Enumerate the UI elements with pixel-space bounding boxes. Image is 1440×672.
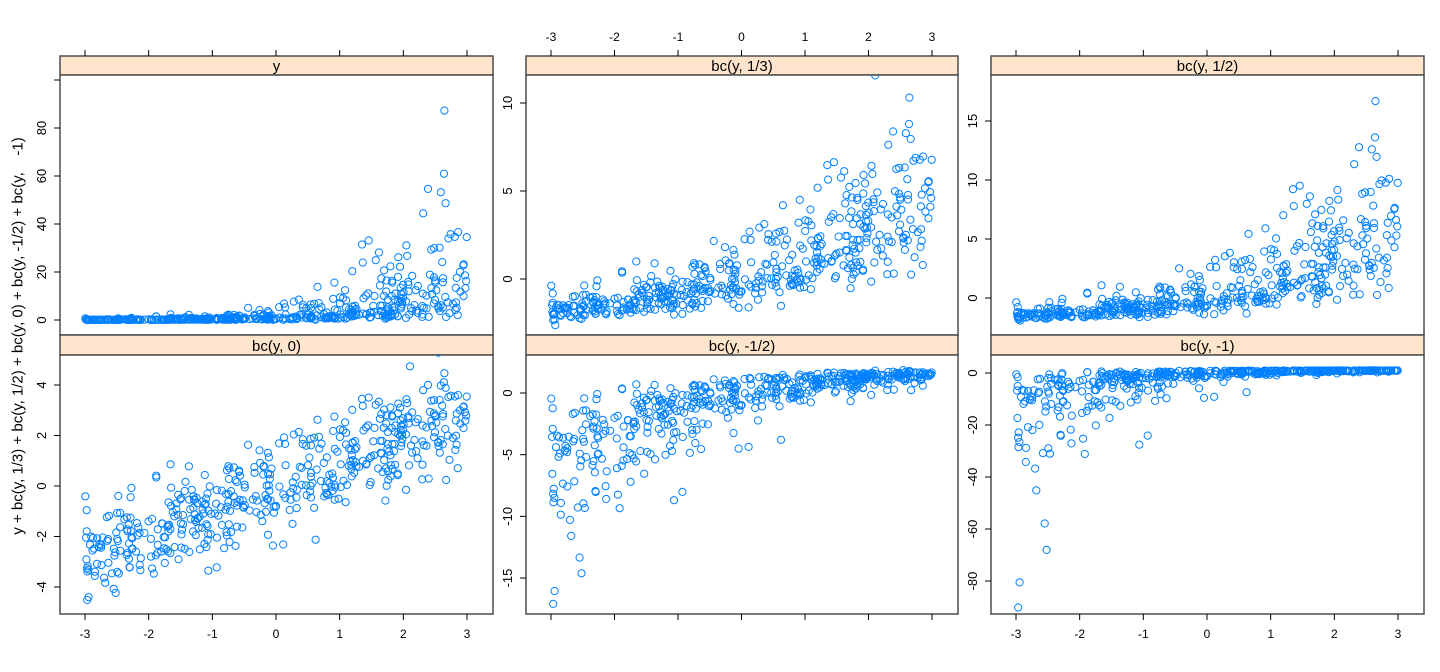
y-tick-label: 5: [500, 187, 515, 194]
x-tick-label: 1: [1267, 627, 1274, 641]
y-tick-label: -15: [500, 569, 515, 588]
x-tick-label: 0: [1204, 627, 1211, 641]
x-tick-label: 0: [273, 627, 280, 641]
y-tick-label: -5: [500, 449, 515, 461]
x-tick-label: 2: [400, 627, 407, 641]
x-tick-label: 1: [802, 30, 809, 44]
x-tick-label: 2: [1331, 627, 1338, 641]
x-tick-label: -1: [1138, 627, 1149, 641]
scatter-points: [1012, 97, 1402, 325]
scatter-points: [1012, 366, 1402, 612]
y-tick-label: 60: [34, 169, 49, 183]
y-tick-label: 0: [500, 389, 515, 396]
y-tick-label: 0: [34, 482, 49, 489]
panel-bc-y-1-3: bc(y, 1/3) 0 5 10 -3 -2 -1 0 1 2 3: [500, 30, 959, 336]
panel-frame: [990, 354, 1425, 615]
panel-bc-y-0: bc(y, 0) -4 -2 0 2 4 -3 -2 -1 0 1 2 3: [34, 334, 494, 641]
x-tick-label: 3: [464, 627, 471, 641]
y-tick-label: 40: [34, 217, 49, 231]
panel-y: y 0 20 40 60 80: [34, 50, 494, 336]
y-tick-label: 0: [500, 275, 515, 282]
scatter-points: [81, 355, 471, 605]
panel-bc-y-1: bc(y, -1) -80 -60 -40 -20 0 -3 -2 -1 0 1 2 3: [965, 334, 1425, 641]
x-tick-label: 3: [1395, 627, 1402, 641]
panel-frame: [525, 354, 959, 615]
x-tick-label: -3: [80, 627, 91, 641]
y-tick-label: -40: [965, 468, 980, 487]
x-tick-label: -1: [673, 30, 684, 44]
y-tick-label: 0: [965, 294, 980, 301]
scatter-points: [547, 366, 936, 609]
x-tick-label: -2: [1074, 627, 1085, 641]
y-tick-label: 15: [965, 114, 980, 128]
y-tick-label: 10: [965, 173, 980, 187]
y-tick-label: 5: [965, 235, 980, 242]
strip-label: bc(y, 1/3): [711, 58, 772, 75]
x-tick-label: -1: [207, 627, 218, 641]
y-tick-label: -60: [965, 520, 980, 539]
y-tick-label: 0: [34, 316, 49, 323]
y-tick-label: -20: [965, 416, 980, 435]
strip-label: y: [273, 58, 281, 75]
scatter-points: [547, 75, 936, 330]
x-tick-label: -3: [546, 30, 557, 44]
x-tick-label: 0: [738, 30, 745, 44]
y-tick-label: 4: [34, 381, 49, 388]
y-tick-label: -4: [34, 581, 49, 593]
strip-label: bc(y, -1): [1181, 338, 1235, 355]
panel-bc-y-1-2: bc(y, -1/2) -15 -10 -5 0: [500, 334, 959, 620]
y-tick-label: -10: [500, 507, 515, 526]
y-tick-label: 2: [34, 432, 49, 439]
strip-label: bc(y, -1/2): [709, 338, 775, 355]
x-tick-label: -3: [1011, 627, 1022, 641]
y-tick-label: -80: [965, 572, 980, 591]
x-tick-label: 1: [336, 627, 343, 641]
y-tick-label: -2: [34, 531, 49, 543]
panel-bc-y-1-2: bc(y, 1/2) 0 5 10 15: [965, 50, 1425, 336]
strip-label: bc(y, 0): [252, 338, 301, 355]
y-tick-label: 10: [500, 96, 515, 110]
y-axis-label: y + bc(y, 1/3) + bc(y, 1/2) + bc(y, 0) +…: [9, 137, 27, 535]
x-tick-label: 3: [929, 30, 936, 44]
x-tick-label: -2: [143, 627, 154, 641]
y-tick-label: 80: [34, 121, 49, 135]
scatter-points: [81, 106, 471, 325]
x-tick-label: -2: [609, 30, 620, 44]
x-tick-label: 2: [865, 30, 872, 44]
strip-label: bc(y, 1/2): [1177, 58, 1238, 75]
y-tick-label: 0: [965, 369, 980, 376]
y-tick-label: 20: [34, 265, 49, 279]
panel-frame: [59, 74, 494, 336]
